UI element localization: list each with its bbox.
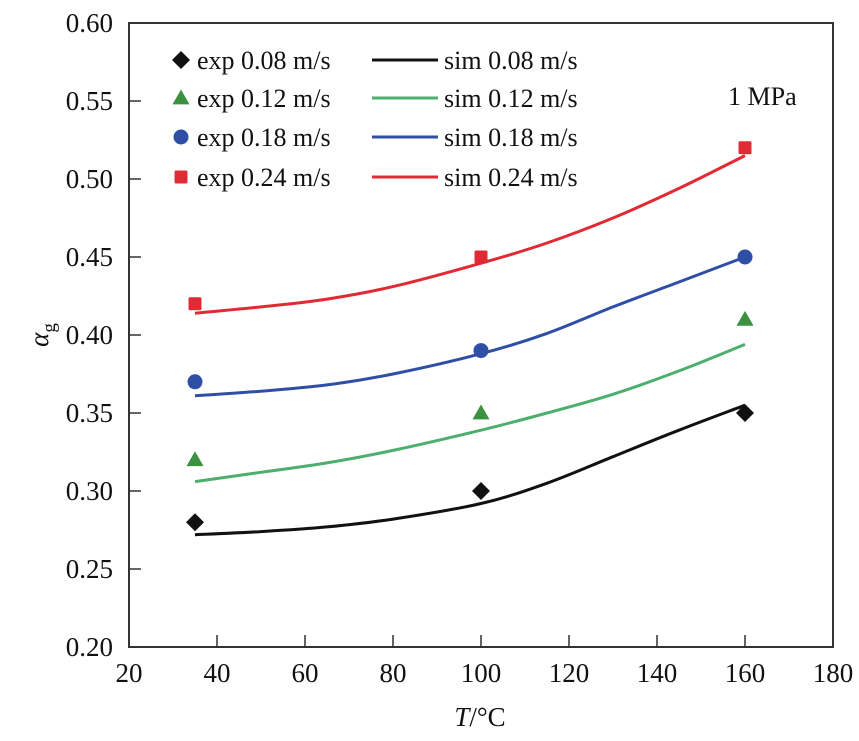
y-tick-label: 0.25 bbox=[66, 554, 113, 584]
x-tick-label: 80 bbox=[380, 658, 407, 688]
x-tick-label: 120 bbox=[549, 658, 590, 688]
y-axis-subscript: g bbox=[39, 323, 60, 333]
y-tick-label: 0.55 bbox=[66, 86, 113, 116]
y-tick-label: 0.45 bbox=[66, 242, 113, 272]
y-axis-ticks: 0.20 0.25 0.30 0.35 0.40 0.45 0.50 0.55 0.60 bbox=[66, 8, 141, 662]
point-exp-0-08-m-s bbox=[186, 513, 204, 532]
svg-text:αg: αg bbox=[24, 323, 60, 347]
x-axis-ticks: 20 40 60 80 100 120 140 160 180 bbox=[116, 635, 854, 688]
line-sim-0-18-m-s bbox=[194, 255, 746, 398]
point-exp-0-24-m-s bbox=[188, 297, 202, 311]
x-tick-label: 20 bbox=[116, 658, 143, 688]
x-tick-label: 160 bbox=[725, 658, 766, 688]
legend-label: sim 0.18 m/s bbox=[444, 123, 578, 152]
y-axis-title: αg bbox=[24, 323, 60, 347]
legend-marker-triangle bbox=[172, 89, 190, 105]
legend-label: sim 0.12 m/s bbox=[444, 84, 578, 113]
y-tick-label: 0.20 bbox=[66, 632, 113, 662]
point-exp-0-08-m-s bbox=[472, 482, 490, 500]
y-tick-label: 0.50 bbox=[66, 164, 113, 194]
x-tick-label: 40 bbox=[204, 658, 231, 688]
point-exp-0-24-m-s bbox=[738, 141, 752, 155]
x-axis-unit: /°C bbox=[469, 702, 505, 732]
point-exp-0-12-m-s bbox=[186, 451, 204, 467]
legend: exp 0.08 m/s exp 0.12 m/s exp 0.18 m/s exp … bbox=[172, 46, 578, 192]
y-tick-label: 0.60 bbox=[66, 8, 113, 38]
plot-frame bbox=[128, 22, 834, 648]
plot-border bbox=[128, 22, 834, 648]
x-tick-label: 60 bbox=[292, 658, 319, 688]
legend-label: exp 0.18 m/s bbox=[197, 123, 331, 152]
y-tick-label: 0.30 bbox=[66, 476, 113, 506]
x-tick-label: 140 bbox=[637, 658, 678, 688]
point-exp-0-08-m-s bbox=[736, 404, 754, 422]
x-tick-label: 180 bbox=[813, 658, 854, 688]
y-axis-symbol: α bbox=[24, 332, 54, 347]
point-exp-0-18-m-s bbox=[187, 374, 203, 390]
line-sim-0-08-m-s bbox=[194, 403, 746, 537]
legend-label: sim 0.24 m/s bbox=[444, 163, 578, 192]
x-axis-var: T bbox=[454, 702, 471, 732]
point-exp-0-18-m-s bbox=[473, 343, 489, 359]
sim-lines bbox=[194, 154, 746, 537]
x-axis-title: T/°C bbox=[454, 702, 505, 732]
y-tick-label: 0.35 bbox=[66, 398, 113, 428]
y-tick-label: 0.40 bbox=[66, 320, 113, 350]
point-exp-0-12-m-s bbox=[472, 404, 490, 420]
point-exp-0-18-m-s bbox=[737, 249, 753, 265]
point-exp-0-12-m-s bbox=[736, 310, 754, 326]
pressure-annotation: 1 MPa bbox=[728, 82, 797, 111]
line-sim-0-12-m-s bbox=[194, 343, 746, 484]
legend-marker-diamond bbox=[172, 51, 190, 69]
legend-label: exp 0.12 m/s bbox=[197, 84, 331, 113]
legend-label: sim 0.08 m/s bbox=[444, 46, 578, 75]
x-tick-label: 100 bbox=[461, 658, 502, 688]
point-exp-0-24-m-s bbox=[474, 250, 488, 264]
legend-label: exp 0.08 m/s bbox=[197, 46, 331, 75]
legend-label: exp 0.24 m/s bbox=[197, 163, 331, 192]
exp-markers bbox=[186, 141, 754, 532]
legend-marker-square bbox=[174, 170, 188, 184]
legend-marker-circle bbox=[173, 129, 189, 145]
